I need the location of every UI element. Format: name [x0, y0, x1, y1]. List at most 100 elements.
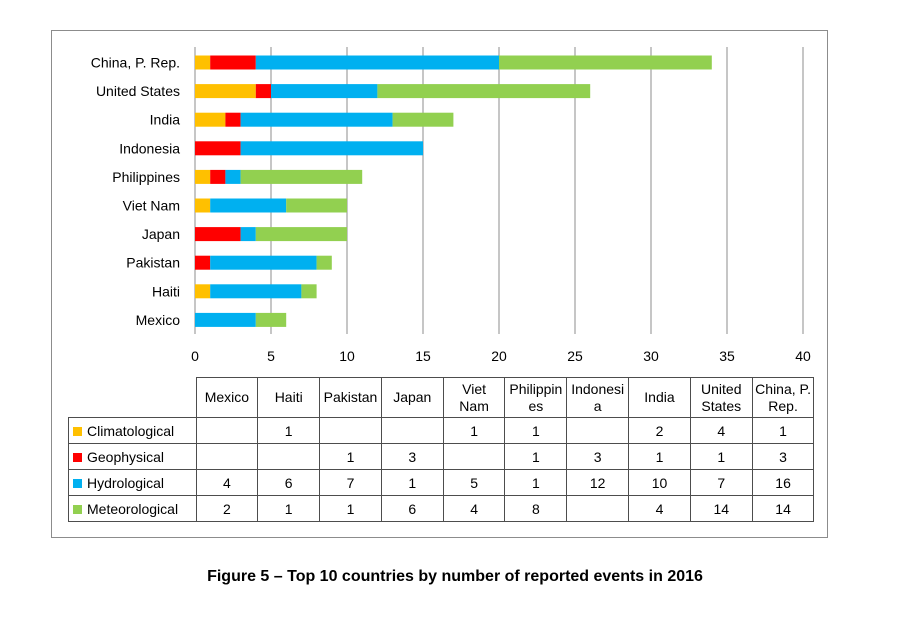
column-header: Haiti: [257, 377, 321, 418]
legend-label: Geophysical: [87, 448, 165, 465]
table-cell: 3: [380, 443, 444, 470]
bar-segment-geophysical: [210, 55, 256, 70]
table-cell: [566, 417, 630, 444]
column-header: India: [628, 377, 691, 418]
legend-entry: Climatological: [68, 417, 197, 444]
table-cell: 1: [689, 443, 753, 470]
legend-label: Meteorological: [87, 500, 179, 517]
x-tick-label: 30: [643, 348, 659, 364]
table-cell: 14: [751, 495, 815, 522]
table-row: Climatological 1 1 1 2 4 1: [68, 417, 815, 444]
legend-label: Climatological: [87, 422, 175, 439]
bar-segment-hydrological: [210, 284, 302, 299]
table-cell: [257, 443, 321, 470]
column-header: China, P. Rep.: [751, 377, 815, 418]
bar-segment-hydrological: [240, 227, 256, 242]
table-cell: 8: [504, 495, 568, 522]
column-header-line: Pakistan: [323, 389, 378, 405]
table-cell: 1: [504, 469, 568, 496]
column-header: Pakistan: [319, 377, 382, 418]
stacked-bar-chart: 0 5 10 15 20 25 30 35 40 China, P. Rep. United Sta…: [91, 47, 811, 364]
table-cell: 7: [689, 469, 753, 496]
category-label: India: [150, 112, 181, 128]
column-header: Mexico: [195, 377, 259, 418]
table-row: Hydrological 4 6 7 1 5 1 12 10 7 16: [68, 469, 815, 496]
bar-segment-geophysical: [195, 227, 241, 242]
column-header: Japan: [380, 377, 444, 418]
table-cell: 1: [257, 417, 321, 444]
bar-segment-hydrological: [240, 112, 393, 127]
table-row: Geophysical 1 3 1 3 1 1 3: [68, 443, 815, 470]
x-tick-label: 5: [267, 348, 275, 364]
bar-segment-hydrological: [195, 312, 256, 327]
x-tick-label: 40: [795, 348, 811, 364]
bar-segment-meteorological: [255, 312, 287, 327]
bar-segment-climatological: [195, 84, 256, 99]
bar-segment-geophysical: [195, 255, 211, 270]
column-header-line: States: [701, 397, 742, 414]
legend-entry: Meteorological: [68, 495, 197, 522]
bar-segment-meteorological: [240, 169, 363, 184]
column-header-line: Viet: [462, 380, 487, 397]
bar-segment-climatological: [195, 112, 226, 127]
bar-segment-hydrological: [210, 198, 287, 213]
table-cell: 12: [566, 469, 630, 496]
legend-swatch: [73, 478, 82, 488]
bar-segment-geophysical: [255, 84, 271, 99]
column-header: United States: [689, 377, 753, 418]
x-tick-label: 20: [491, 348, 507, 364]
bar-segment-meteorological: [377, 84, 591, 99]
table-cell: 3: [751, 443, 815, 470]
table-cell: 2: [628, 417, 691, 444]
bar-segment-meteorological: [255, 227, 347, 242]
table-row: Meteorological 2 1 1 6 4 8 4 14 14: [68, 495, 815, 522]
bar-segment-hydrological: [271, 84, 378, 99]
bar-segment-geophysical: [195, 141, 241, 156]
table-cell: 1: [380, 469, 444, 496]
bar-segment-climatological: [195, 55, 211, 70]
table-corner: [68, 377, 197, 418]
category-label: Indonesia: [119, 140, 180, 156]
table-cell: 4: [628, 495, 691, 522]
category-label: Pakistan: [126, 255, 180, 271]
bar-segment-geophysical: [210, 169, 226, 184]
column-header-line: Rep.: [768, 397, 798, 414]
column-header-line: Philippin: [509, 380, 563, 397]
table-cell: [566, 495, 630, 522]
category-label: Philippines: [112, 169, 180, 185]
data-table: Mexico Haiti Pakistan Japan Viet Nam Philippin…: [68, 377, 815, 522]
x-tick-label: 25: [567, 348, 583, 364]
x-tick-label: 10: [339, 348, 355, 364]
category-label: China, P. Rep.: [91, 55, 180, 71]
table-cell: 7: [319, 469, 382, 496]
bar-segment-climatological: [195, 169, 211, 184]
bar-segment-hydrological: [255, 55, 499, 70]
table-cell: 2: [195, 495, 259, 522]
legend-swatch: [73, 504, 82, 514]
table-cell: 1: [628, 443, 691, 470]
table-cell: [380, 417, 444, 444]
category-label: Mexico: [136, 312, 181, 328]
column-header-line: India: [644, 389, 675, 405]
bar-segment-geophysical: [225, 112, 241, 127]
legend-label: Hydrological: [87, 474, 165, 491]
column-header: Viet Nam: [442, 377, 506, 418]
category-label: Haiti: [152, 283, 180, 299]
figure-frame: [51, 30, 828, 538]
bar-segment-climatological: [195, 198, 211, 213]
table-cell: 4: [195, 469, 259, 496]
legend-swatch: [73, 452, 82, 462]
table-cell: 14: [689, 495, 753, 522]
figure-caption: Figure 5 – Top 10 countries by number of…: [207, 568, 703, 585]
column-header: Philippin es: [504, 377, 568, 418]
table-cell: 16: [751, 469, 815, 496]
table-cell: 10: [628, 469, 691, 496]
bar-segment-meteorological: [499, 55, 712, 70]
bar-segment-hydrological: [210, 255, 317, 270]
bar-segment-meteorological: [301, 284, 317, 299]
bar-segment-hydrological: [225, 169, 241, 184]
table-cell: 6: [380, 495, 444, 522]
column-header-line: a: [593, 397, 602, 414]
x-tick-label: 0: [191, 348, 199, 364]
table-cell: 5: [442, 469, 506, 496]
